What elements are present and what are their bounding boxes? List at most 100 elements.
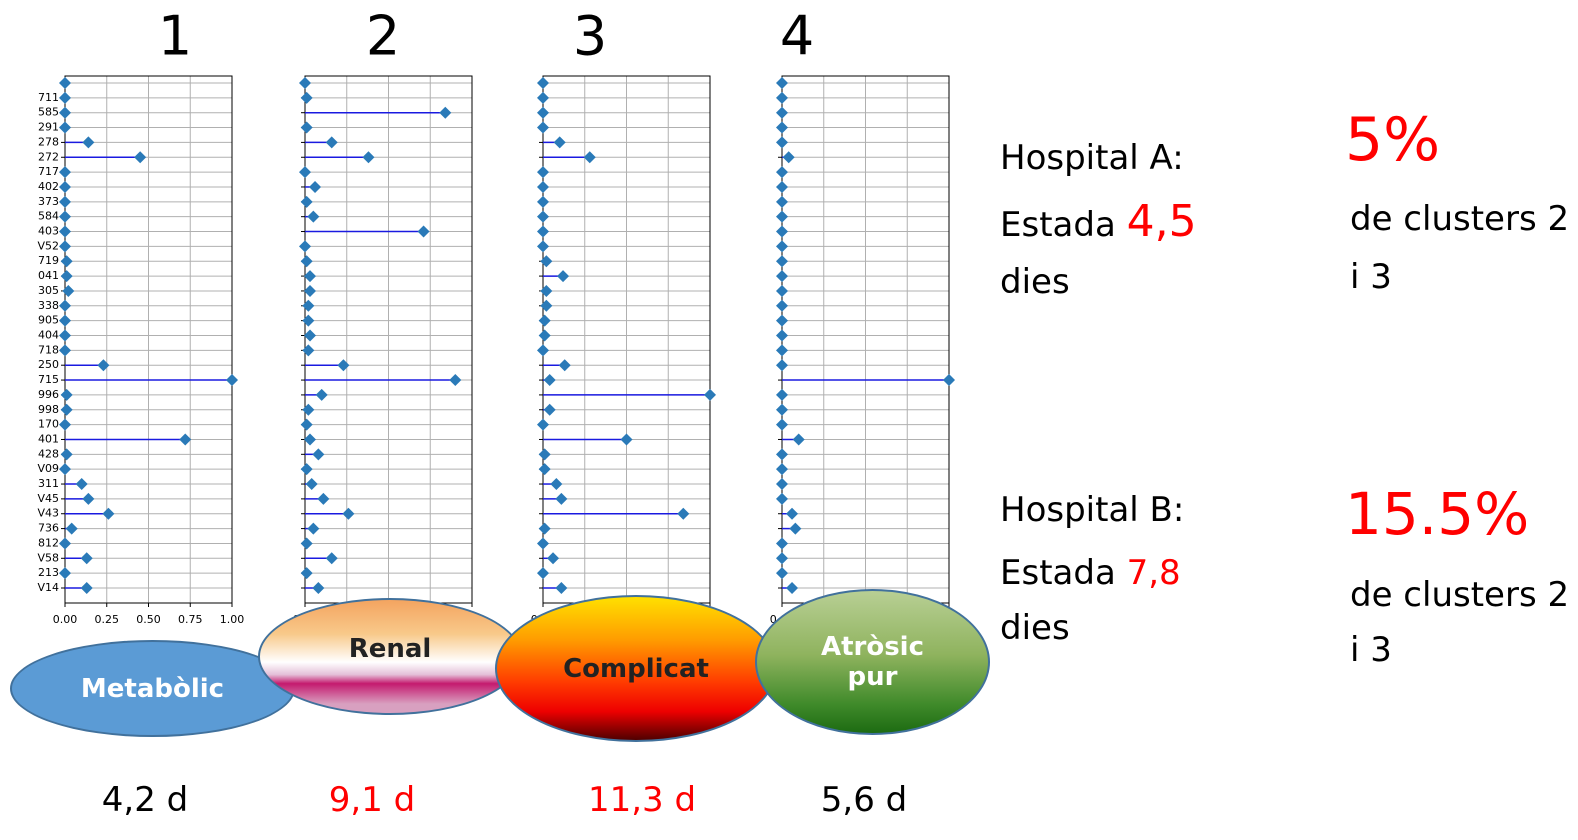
marker (302, 314, 315, 327)
marker (555, 582, 568, 594)
marker (325, 552, 338, 565)
cluster-name: Metabòlic (80, 673, 225, 704)
marker (776, 121, 788, 134)
y-tick-label: 311 (38, 477, 59, 490)
marker (317, 492, 330, 505)
y-tick-label: V58 (37, 551, 59, 564)
y-tick-label: 711 (38, 91, 59, 104)
marker (309, 180, 322, 193)
marker (300, 91, 313, 104)
share: 5% (1345, 105, 1441, 175)
marker (538, 463, 551, 476)
marker (553, 136, 566, 149)
marker (550, 478, 563, 491)
hospital-stay: Estada 4,5 (1000, 196, 1197, 247)
marker (62, 284, 75, 297)
marker (537, 121, 549, 134)
y-tick-label: 402 (38, 180, 59, 193)
y-tick-label: 250 (38, 358, 59, 371)
marker (776, 403, 788, 416)
marker (179, 433, 192, 446)
cluster-name: Complicat (563, 653, 709, 684)
marker (302, 403, 315, 416)
marker (538, 522, 551, 535)
marker (776, 180, 788, 193)
y-tick-label: 719 (38, 254, 59, 267)
marker (300, 255, 313, 268)
marker (537, 344, 549, 357)
marker (302, 299, 315, 312)
marker (537, 77, 549, 89)
y-tick-label: V09 (37, 462, 59, 475)
marker (59, 225, 71, 238)
y-tick-label: 041 (38, 269, 59, 282)
marker (776, 270, 788, 283)
x-tick-label: 0.00 (53, 613, 78, 626)
marker (776, 195, 788, 208)
cluster-stay: 5,6 d (820, 780, 908, 820)
y-tick-label: 585 (38, 106, 59, 119)
marker (299, 166, 311, 179)
marker (677, 507, 690, 520)
cluster-ellipse: Complicat (495, 595, 777, 742)
y-tick-label: 305 (38, 284, 59, 297)
marker (776, 77, 788, 89)
cluster-name: Atròsic pur (820, 632, 925, 692)
marker (776, 537, 788, 550)
marker (226, 374, 238, 387)
marker (786, 582, 799, 594)
marker (789, 522, 802, 535)
marker (60, 388, 73, 401)
y-tick-label: 996 (38, 388, 59, 401)
marker (786, 507, 799, 520)
share-text: de clusters 2 i 3 (1350, 199, 1570, 297)
share: 15.5% (1345, 480, 1530, 548)
cluster-stay: 4,2 d (101, 780, 189, 820)
y-tick-label: 373 (38, 195, 59, 208)
marker (60, 403, 73, 416)
cluster-stay: 9,1 d (328, 780, 416, 820)
chart-title: 1 (158, 5, 192, 68)
marker (776, 284, 788, 297)
marker (776, 463, 788, 476)
marker (300, 463, 313, 476)
marker (304, 433, 317, 446)
x-tick-label: 0.25 (95, 613, 120, 626)
marker (704, 388, 716, 401)
marker (59, 329, 71, 342)
marker (325, 136, 338, 149)
x-tick-label: 0.75 (178, 613, 203, 626)
y-tick-label: 213 (38, 566, 59, 579)
marker (59, 463, 71, 476)
marker (558, 359, 571, 372)
y-tick-label: 717 (38, 165, 59, 178)
marker (304, 329, 317, 342)
y-tick-label: 291 (38, 121, 59, 134)
marker (312, 448, 325, 461)
marker (59, 166, 71, 179)
marker (792, 433, 805, 446)
marker (305, 478, 318, 491)
y-tick-label: 715 (38, 373, 59, 386)
marker (776, 478, 788, 491)
marker (538, 448, 551, 461)
marker (315, 388, 328, 401)
marker (59, 567, 71, 580)
marker (75, 478, 88, 491)
marker (776, 240, 788, 253)
marker (307, 522, 320, 535)
stay-prefix: Estada (1000, 205, 1116, 245)
marker (537, 418, 549, 431)
marker (537, 180, 549, 193)
y-tick-label: 272 (38, 150, 59, 163)
stay-unit: dies (1000, 608, 1070, 648)
marker (59, 299, 71, 312)
marker (776, 255, 788, 268)
stay-prefix: Estada (1000, 553, 1116, 593)
marker (620, 433, 633, 446)
marker (59, 537, 71, 550)
marker (537, 195, 549, 208)
y-tick-label: 428 (38, 447, 59, 460)
marker (59, 91, 71, 104)
marker (60, 270, 73, 283)
